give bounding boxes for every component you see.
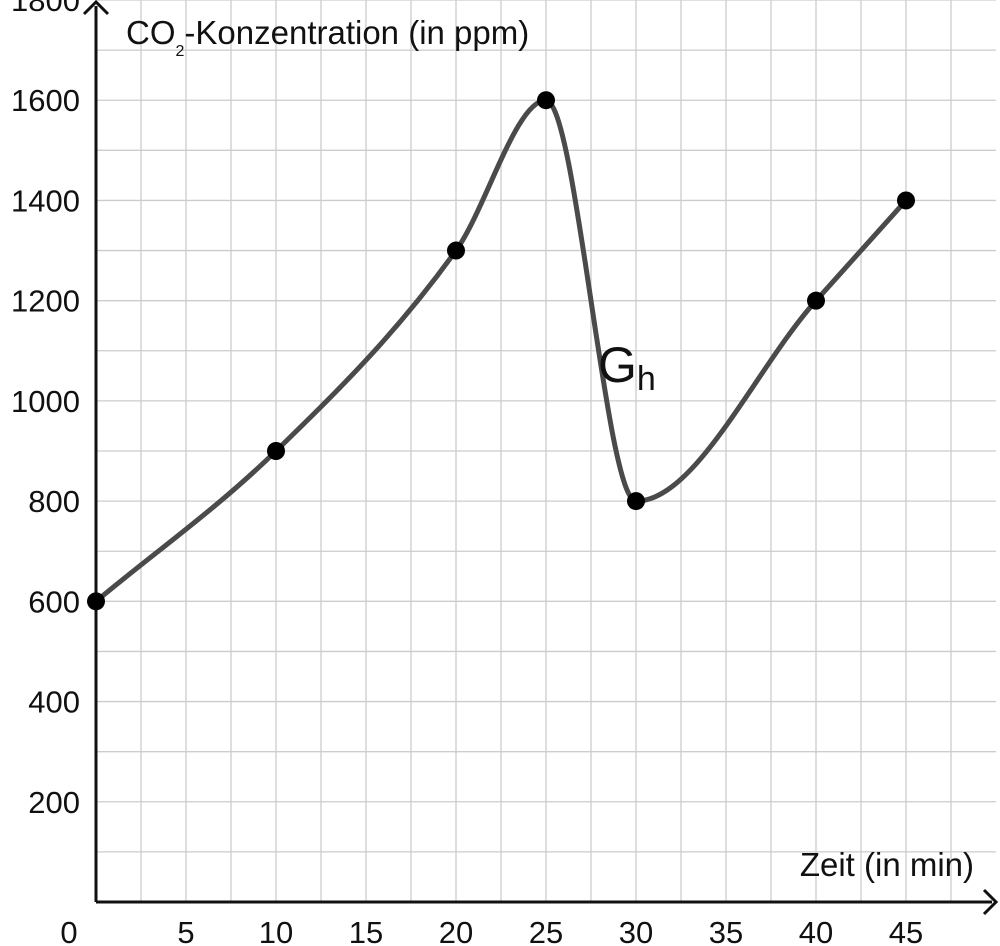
x-tick-label: 30 [619,915,653,946]
x-tick-label: 15 [349,915,383,946]
x-tick-label: 20 [439,915,473,946]
x-tick-label: 45 [889,915,923,946]
y-axis-arrow [82,0,110,16]
x-tick-label: 40 [799,915,833,946]
x-axis-title: Zeit (in min) [800,846,974,883]
grid [96,0,996,902]
y-tick-labels: 200 400 600 800 1000 1200 1400 1600 1800 [11,0,80,820]
y-tick-label: 400 [28,685,80,720]
y-tick-label: 1600 [11,83,80,118]
y-tick-label: 800 [28,484,80,519]
data-point [447,241,465,260]
y-tick-label: 1000 [11,384,80,419]
data-point [627,492,645,511]
x-tick-label: 5 [177,915,194,946]
y-tick-label: 1400 [11,183,80,218]
x-tick-label: 0 [60,915,77,946]
data-point [537,91,555,110]
y-tick-label: 200 [28,785,80,820]
y-axis-title: CO2-Konzentration (in ppm) [126,14,529,60]
x-tick-label: 35 [709,915,743,946]
y-tick-label: 1800 [11,0,80,18]
data-point [87,592,105,611]
data-point [897,191,915,210]
x-tick-label: 25 [529,915,563,946]
data-point [807,291,825,310]
y-tick-label: 600 [28,584,80,619]
series-label: Gh [598,337,656,398]
axes [82,0,999,916]
data-point [267,442,285,460]
x-tick-label: 10 [259,915,293,946]
x-axis-arrow [982,888,999,916]
series-group [87,91,915,611]
y-tick-label: 1200 [11,284,80,319]
x-tick-labels: 0 5 10 15 20 25 30 35 40 45 [60,915,923,946]
